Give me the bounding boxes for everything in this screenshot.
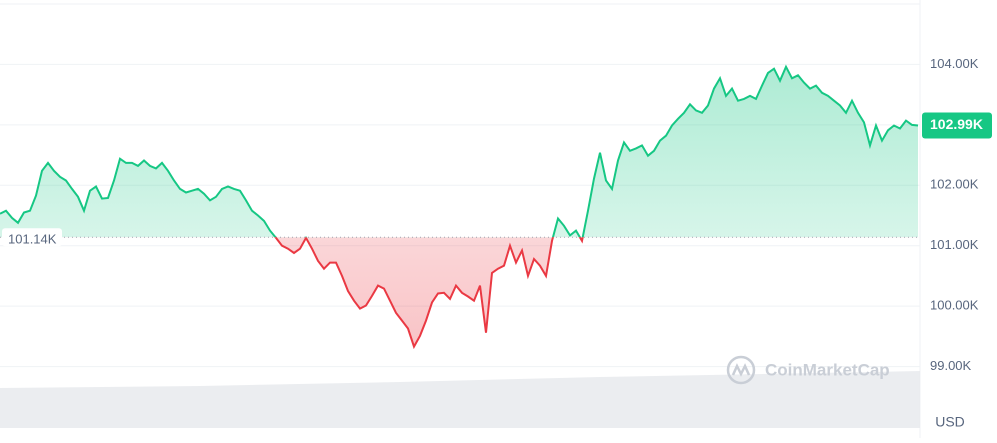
y-tick-label: 100.00K: [930, 298, 979, 313]
baseline-label-bg: [2, 228, 62, 247]
volume-area: [0, 371, 920, 428]
current-price-label: 102.99K: [930, 116, 983, 132]
y-tick-label: 99.00K: [930, 358, 972, 373]
price-line-up: [0, 64, 919, 238]
current-price-bg: [922, 112, 992, 139]
area-up: [0, 66, 918, 238]
baseline-label: 101.14K: [8, 232, 57, 247]
watermark-text: CoinMarketCap: [765, 360, 890, 379]
y-tick-label: 101.00K: [930, 237, 979, 252]
area-down: [275, 237, 583, 347]
y-tick-label: 104.00K: [930, 56, 979, 71]
price-line-down: [274, 237, 584, 350]
watermark: CoinMarketCap: [726, 355, 890, 385]
currency: USD: [935, 414, 965, 430]
y-tick-label: 102.00K: [930, 177, 979, 192]
